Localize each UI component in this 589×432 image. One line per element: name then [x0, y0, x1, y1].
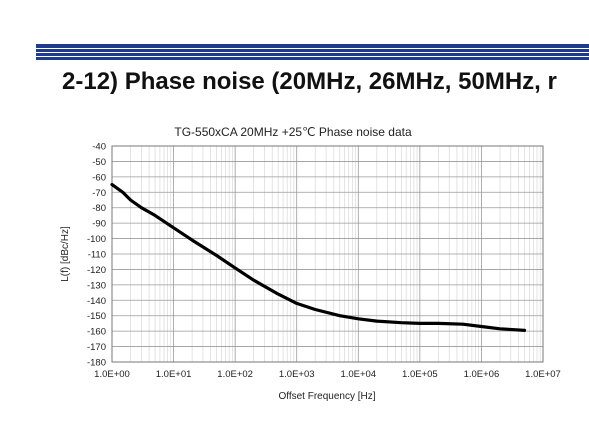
y-tick-label: -150 — [87, 311, 106, 322]
y-tick-label: -160 — [87, 327, 106, 338]
y-tick-label: -130 — [87, 280, 106, 291]
y-tick-label: -140 — [87, 296, 106, 307]
y-tick-label: -120 — [87, 265, 106, 276]
series-line — [110, 182, 527, 332]
x-tick-label: 1.0E+03 — [279, 369, 315, 380]
x-tick-label: 1.0E+07 — [525, 369, 561, 380]
y-tick-label: -100 — [87, 234, 106, 245]
x-tick-label: 1.0E+06 — [464, 369, 500, 380]
y-tick-label: -180 — [87, 358, 106, 369]
x-tick-label: 1.0E+01 — [156, 369, 192, 380]
y-tick-label: -50 — [92, 157, 106, 168]
x-tick-label: 1.0E+02 — [217, 369, 253, 380]
x-tick-label: 1.0E+04 — [340, 369, 376, 380]
y-tick-label: -60 — [92, 172, 106, 183]
y-tick-labels: -40 -50 -60 -70 -80 -90 -100 -110 -120 -130 -140 -1… — [87, 142, 106, 369]
y-tick-label: -70 — [92, 188, 106, 199]
series-layer — [110, 182, 527, 332]
chart-title: TG-550xCA 20MHz +25℃ Phase noise data — [174, 125, 412, 139]
x-tick-label: 1.0E+05 — [402, 369, 438, 380]
y-tick-label: -80 — [92, 203, 106, 214]
y-tick-label: -40 — [92, 142, 106, 153]
phase-noise-chart: -40 -50 -60 -70 -80 -90 -100 -110 -120 -130 -140 -1… — [60, 125, 561, 402]
x-tick-label: 1.0E+00 — [94, 369, 130, 380]
y-tick-label: -110 — [88, 250, 106, 261]
y-tick-label: -170 — [87, 342, 106, 353]
y-axis-label: L(f) [dBc/Hz] — [60, 226, 71, 282]
x-axis-label: Offset Frequency [Hz] — [278, 391, 375, 402]
slide-heading: 2-12) Phase noise (20MHz, 26MHz, 50MHz, … — [62, 68, 557, 95]
x-tick-labels: 1.0E+00 1.0E+01 1.0E+02 1.0E+03 1.0E+04 1.0E+… — [94, 369, 561, 380]
y-tick-label: -90 — [92, 219, 106, 230]
title-bar — [36, 44, 589, 60]
plot-frame — [111, 145, 544, 363]
